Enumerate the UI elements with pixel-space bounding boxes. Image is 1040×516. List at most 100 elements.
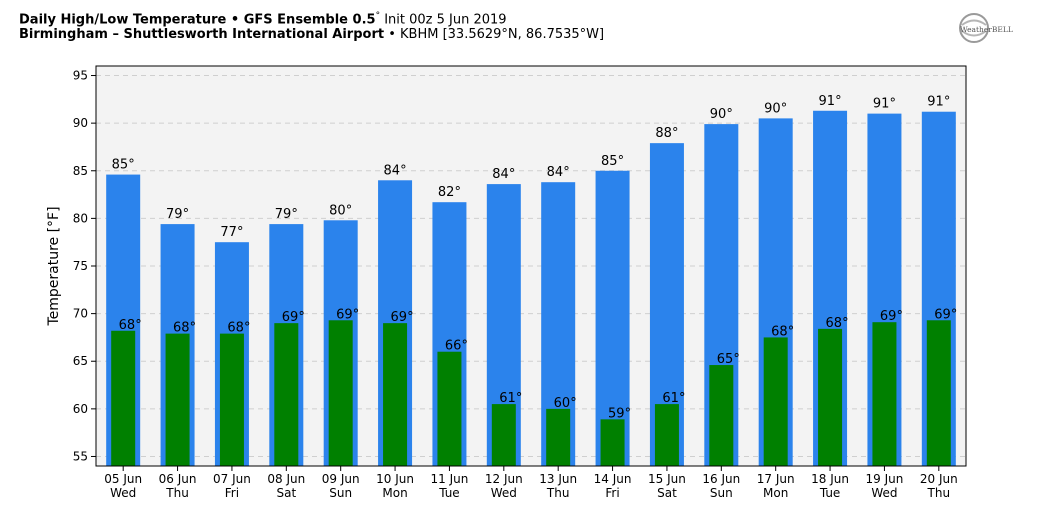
x-tick-date: 18 Jun [811, 472, 849, 486]
high-temp-label: 79° [275, 207, 298, 222]
x-tick-day: Mon [382, 486, 407, 500]
x-tick-day: Tue [438, 486, 460, 500]
low-temp-bar [654, 404, 679, 466]
low-temp-label: 68° [173, 321, 196, 336]
location-coords: • KBHM [33.5629°N, 86.7535°W] [384, 27, 605, 43]
plot-frame [95, 65, 967, 467]
high-temp-bar [595, 170, 630, 466]
y-tick-label: 65 [73, 354, 88, 368]
low-temp-bar [165, 333, 190, 466]
x-tick-date: 14 Jun [594, 472, 632, 486]
weatherbell-logo-icon: WeatherBELL [959, 13, 1013, 43]
x-tick-day: Thu [546, 486, 570, 500]
high-temp-label: 88° [655, 126, 678, 141]
x-tick-date: 15 Jun [648, 472, 686, 486]
title-degree: ° [375, 11, 381, 21]
y-tick-label: 55 [73, 449, 88, 463]
low-temp-bar [546, 408, 571, 466]
x-tick-date: 09 Jun [322, 472, 360, 486]
x-tick-day: Sun [329, 486, 352, 500]
low-temp-bar [111, 330, 136, 466]
low-temp-bar [818, 328, 843, 466]
y-tick-label: 80 [73, 211, 88, 225]
y-tick-label: 70 [73, 307, 88, 321]
logo-text: WeatherBELL [960, 25, 1013, 34]
chart-title-block: Daily High/Low Temperature • GFS Ensembl… [19, 9, 604, 42]
high-temp-label: 77° [220, 225, 243, 240]
y-tick-label: 90 [73, 116, 88, 130]
x-tick-date: 10 Jun [376, 472, 414, 486]
low-temp-label: 68° [227, 321, 250, 336]
high-temp-label: 80° [329, 203, 352, 218]
y-axis-label: Temperature [°F] [46, 206, 62, 326]
high-temp-label: 91° [873, 97, 896, 112]
high-temp-label: 79° [166, 207, 189, 222]
low-temp-bar [709, 365, 734, 466]
low-temp-label: 68° [826, 316, 849, 331]
x-tick-day: Sat [657, 486, 677, 500]
high-temp-label: 91° [819, 94, 842, 109]
x-tick-date: 13 Jun [539, 472, 577, 486]
x-tick-date: 07 Jun [213, 472, 251, 486]
low-temp-label: 59° [608, 406, 631, 421]
x-tick-day: Fri [225, 486, 239, 500]
low-temp-bar [219, 333, 244, 466]
y-tick-label: 85 [73, 164, 88, 178]
high-temp-label: 84° [384, 163, 407, 178]
low-temp-label: 66° [445, 339, 468, 354]
high-temp-label: 82° [438, 185, 461, 200]
x-tick-date: 20 Jun [920, 472, 958, 486]
x-tick-date: 12 Jun [485, 472, 523, 486]
low-temp-label: 69° [934, 307, 957, 322]
high-temp-label: 90° [710, 107, 733, 122]
low-temp-label: 69° [282, 310, 305, 325]
location-name: Birmingham – Shuttlesworth International… [19, 27, 385, 43]
high-temp-label: 90° [764, 101, 787, 116]
low-temp-bar [872, 322, 897, 466]
x-tick-date: 16 Jun [702, 472, 740, 486]
y-tick-label: 75 [73, 259, 88, 273]
x-tick-date: 08 Jun [267, 472, 305, 486]
high-temp-label: 85° [112, 158, 135, 173]
x-tick-day: Sun [710, 486, 733, 500]
low-temp-bar [328, 320, 353, 466]
x-tick-date: 17 Jun [757, 472, 795, 486]
low-temp-label: 68° [119, 318, 142, 333]
title-init: Init 00z 5 Jun 2019 [380, 12, 507, 28]
low-temp-bar [437, 351, 462, 466]
x-tick-date: 19 Jun [866, 472, 904, 486]
x-tick-day: Fri [605, 486, 619, 500]
low-temp-label: 69° [391, 310, 414, 325]
x-tick-day: Thu [165, 486, 189, 500]
high-temp-label: 84° [492, 167, 515, 182]
low-temp-bar [926, 320, 951, 466]
x-tick-day: Wed [871, 486, 897, 500]
high-temp-label: 84° [547, 165, 570, 180]
x-tick-day: Sat [276, 486, 296, 500]
high-temp-label: 85° [601, 154, 624, 169]
y-tick-label: 60 [73, 402, 88, 416]
x-tick-day: Wed [491, 486, 517, 500]
low-temp-label: 69° [336, 307, 359, 322]
chart-subtitle: Birmingham – Shuttlesworth International… [19, 27, 604, 42]
low-temp-bar [763, 337, 788, 466]
high-temp-label: 91° [927, 95, 950, 110]
low-temp-label: 61° [662, 391, 685, 406]
low-temp-bar [491, 404, 516, 466]
x-tick-day: Mon [763, 486, 788, 500]
low-temp-label: 68° [771, 324, 794, 339]
title-bold: Daily High/Low Temperature • GFS Ensembl… [19, 12, 376, 28]
x-tick-date: 05 Jun [104, 472, 142, 486]
low-temp-label: 69° [880, 309, 903, 324]
low-temp-bar [600, 419, 625, 466]
low-temp-label: 61° [499, 391, 522, 406]
y-tick-label: 95 [73, 69, 88, 83]
low-temp-bar [383, 323, 408, 466]
x-tick-day: Tue [819, 486, 841, 500]
x-tick-day: Thu [927, 486, 951, 500]
low-temp-label: 60° [554, 396, 577, 411]
x-tick-date: 06 Jun [159, 472, 197, 486]
low-temp-bar [274, 323, 299, 466]
x-tick-date: 11 Jun [431, 472, 469, 486]
